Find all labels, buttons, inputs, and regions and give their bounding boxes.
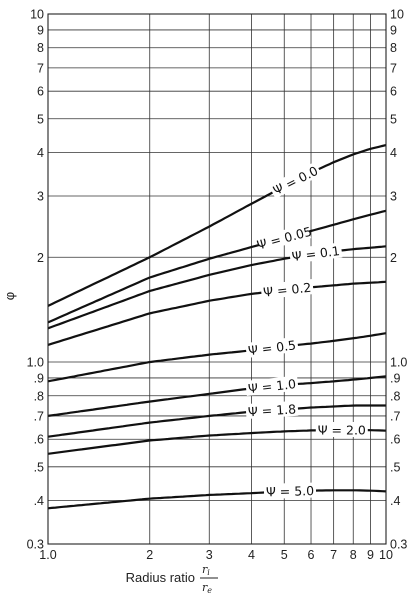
x-axis-fraction: ri re xyxy=(200,563,218,595)
y-tick-label-right: .4 xyxy=(390,494,400,508)
series-line xyxy=(47,144,387,307)
y-axis-label: φ xyxy=(2,292,17,300)
x-tick-label: 6 xyxy=(308,548,315,562)
tick-layer: 1.0 2 3 4 5 6 7 8 9 100.3 0.3.4.4.5.5.6.6.7.7.8.8.… xyxy=(27,8,408,563)
y-tick-label-left: 6 xyxy=(37,85,44,99)
series-label-group: Ψ = 0.5 xyxy=(245,336,299,359)
x-tick-label: 10 xyxy=(379,548,393,562)
series-label: Ψ = 0.2 xyxy=(262,280,311,300)
y-tick-label-right: 10 xyxy=(390,8,404,22)
series-label: Ψ = 0.0 xyxy=(271,163,321,198)
y-tick-label-left: 0.3 xyxy=(27,538,44,552)
series-line xyxy=(47,489,387,510)
y-tick-label-left: .4 xyxy=(34,494,44,508)
x-label-numerator: ri xyxy=(202,563,210,577)
series-label: Ψ = 2.0 xyxy=(318,423,366,438)
grid-layer xyxy=(47,13,387,545)
series-label-group: Ψ = 1.8 xyxy=(245,400,299,420)
series-label: Ψ = 0.5 xyxy=(247,337,297,358)
y-tick-label-right: 9 xyxy=(390,23,397,37)
series-label-group: Ψ = 0.1 xyxy=(288,242,343,264)
series-label: Ψ = 5.0 xyxy=(266,483,315,499)
series-label-group: Ψ = 1.0 xyxy=(245,375,299,396)
series-label-background xyxy=(245,375,299,396)
y-tick-label-left: .6 xyxy=(34,433,44,447)
series-label-group: Ψ = 0.0 xyxy=(268,161,322,199)
y-tick-label-left: 9 xyxy=(37,23,44,37)
series-label-group: Ψ = 0.2 xyxy=(260,279,314,300)
x-tick-label: 7 xyxy=(330,548,337,562)
y-tick-label-right: .9 xyxy=(390,371,400,385)
y-tick-label-right: .8 xyxy=(390,389,400,403)
series-line xyxy=(47,375,387,417)
x-axis-label: Radius ratio xyxy=(126,570,195,585)
y-tick-label-right: 8 xyxy=(390,41,397,55)
y-tick-label-left: 2 xyxy=(37,251,44,265)
y-tick-label-right: 7 xyxy=(390,61,397,75)
series-label-background xyxy=(260,279,314,300)
series-label-background xyxy=(263,482,317,499)
y-tick-label-right: 1.0 xyxy=(390,356,407,370)
series-label: Ψ = 1.8 xyxy=(248,401,297,419)
series-label-group: Ψ = 2.0 xyxy=(315,422,368,438)
series-line xyxy=(47,209,387,324)
curve-layer: Ψ = 0.0Ψ = 0.05Ψ = 0.1Ψ = 0.2Ψ = 0.5Ψ = … xyxy=(47,144,387,510)
series-line xyxy=(47,332,387,383)
y-tick-label-left: .7 xyxy=(34,409,44,423)
y-tick-label-right: .7 xyxy=(390,409,400,423)
x-tick-label: 4 xyxy=(248,548,255,562)
y-tick-label-left: .5 xyxy=(34,460,44,474)
plot-frame xyxy=(47,13,387,545)
y-tick-label-left: 5 xyxy=(37,112,44,126)
series-label-background xyxy=(245,336,299,359)
y-tick-label-right: 2 xyxy=(390,251,397,265)
series-label-background xyxy=(245,400,299,420)
y-tick-label-right: 0.3 xyxy=(390,538,407,552)
y-tick-label-left: .8 xyxy=(34,389,44,403)
y-tick-label-left: 10 xyxy=(30,8,44,22)
y-tick-label-left: 4 xyxy=(37,146,44,160)
y-tick-label-right: 5 xyxy=(390,112,397,126)
x-tick-label: 2 xyxy=(146,548,153,562)
y-tick-label-right: .5 xyxy=(390,460,400,474)
y-tick-label-left: 7 xyxy=(37,61,44,75)
y-tick-label-right: .6 xyxy=(390,433,400,447)
x-tick-label: 3 xyxy=(206,548,213,562)
y-tick-label-right: 4 xyxy=(390,146,397,160)
series-label-background xyxy=(257,223,312,252)
x-tick-label: 1.0 xyxy=(39,548,56,562)
series-label-background xyxy=(288,242,343,264)
y-tick-label-left: 1.0 xyxy=(27,356,44,370)
series-label-group: Ψ = 5.0 xyxy=(263,482,317,499)
series-line xyxy=(47,404,386,438)
x-label-denominator: re xyxy=(202,581,212,595)
y-tick-label-right: 3 xyxy=(390,189,397,203)
y-tick-label-left: 3 xyxy=(37,189,44,203)
y-tick-label-left: .9 xyxy=(34,371,44,385)
x-tick-label: 5 xyxy=(281,548,288,562)
series-label: Ψ = 0.1 xyxy=(291,243,341,264)
y-tick-label-left: 8 xyxy=(37,41,44,55)
x-tick-label: 9 xyxy=(367,548,374,562)
y-tick-label-right: 6 xyxy=(390,85,397,99)
series-line xyxy=(47,280,387,346)
series-label-background xyxy=(268,161,322,199)
series-label-background xyxy=(315,422,368,437)
x-tick-label: 8 xyxy=(350,548,357,562)
series-label: Ψ = 1.0 xyxy=(247,376,297,396)
